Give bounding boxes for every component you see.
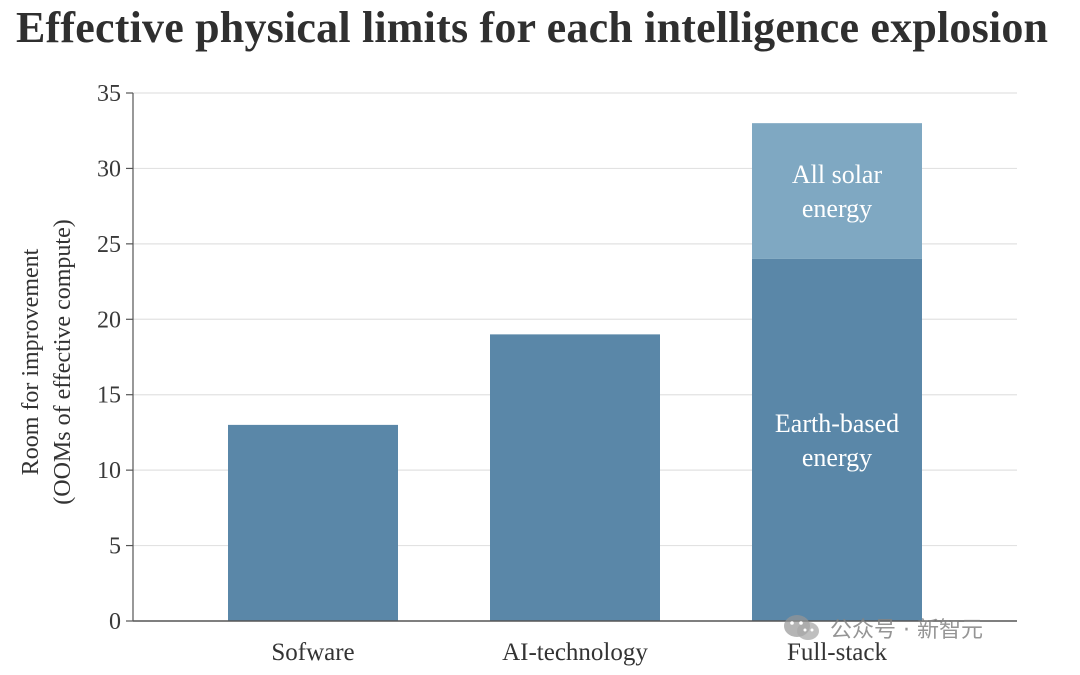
watermark: 公众号 · 新智元 <box>782 612 983 644</box>
bar-full-stack-earth-based-energy <box>752 258 922 621</box>
bar-full-stack-all-solar-energy <box>752 123 922 259</box>
y-tick-label: 30 <box>97 156 121 182</box>
bars <box>228 123 922 621</box>
x-axis: Sofware AI-technology Full-stack <box>133 620 1017 666</box>
y-tick-label: 10 <box>97 458 121 484</box>
segment-label: energy <box>802 194 872 223</box>
chart-title: Effective physical limits for each intel… <box>16 3 1049 52</box>
y-tick-label: 25 <box>97 232 121 258</box>
segment-label: Earth-based <box>775 409 899 438</box>
y-tick-label: 0 <box>109 609 121 635</box>
bar-sofware-earth-based-energy <box>228 424 398 621</box>
watermark-text: 公众号 · 新智元 <box>830 618 983 643</box>
y-tick-label: 35 <box>97 81 121 107</box>
y-axis-title: Room for improvement <box>18 248 44 475</box>
x-tick-label: AI-technology <box>502 639 648 666</box>
y-tick-label: 20 <box>97 307 121 333</box>
x-tick-label: Full-stack <box>787 639 887 666</box>
y-axis-subtitle: (OOMs of effective compute) <box>50 219 76 504</box>
segment-labels: All solar energy Earth-based energy <box>775 160 899 472</box>
y-axis: 0 5 10 15 20 25 30 35 <box>97 81 134 635</box>
segment-label: All solar <box>792 160 883 189</box>
wechat-icon <box>782 613 822 643</box>
y-tick-label: 15 <box>97 383 121 409</box>
y-tick-label: 5 <box>109 534 121 560</box>
x-tick-label: Sofware <box>271 639 354 666</box>
segment-label: energy <box>802 443 872 472</box>
bar-ai-technology-earth-based-energy <box>490 334 660 621</box>
y-axis-title: Room for improvement (OOMs of effective c… <box>18 219 76 504</box>
